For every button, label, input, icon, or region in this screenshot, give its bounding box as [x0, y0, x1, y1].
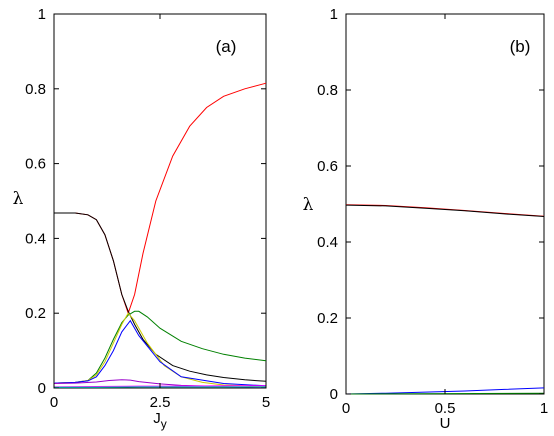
series-line-1: [345, 204, 545, 217]
x-tick-label: 2.5: [150, 394, 171, 411]
y-axis-label: λ: [303, 195, 314, 215]
plot-area-frame: [345, 13, 545, 395]
y-tick-label: 0.2: [25, 305, 46, 322]
x-axis-label-main: J: [153, 410, 161, 427]
series-line-2: [53, 310, 267, 384]
x-tick-label: 0: [342, 400, 350, 417]
x-axis-label-subscript: y: [161, 417, 167, 431]
y-tick-label: 0.6: [25, 156, 46, 173]
x-tick-label: 0: [50, 394, 58, 411]
panel-a: 0 0.2 0.4 0.6 0.8 1 0 2.5 5 (a) λ Jy: [13, 6, 271, 431]
panel-label: (b): [510, 37, 531, 56]
series-line-1: [54, 212, 267, 382]
y-tick-label: 0: [330, 386, 338, 403]
x-tick-label: 0.5: [435, 400, 456, 417]
y-tick-label: 1: [38, 6, 46, 23]
x-axis-label: U: [440, 415, 451, 432]
panel-label: (a): [216, 37, 237, 56]
plot-area-frame: [53, 13, 267, 389]
x-axis-label: Jy: [153, 410, 167, 431]
panel-b: 0 0.2 0.4 0.6 0.8 1 0 0.5 1 (b) λ U: [303, 6, 549, 432]
series-layer: [53, 82, 267, 388]
y-tick-label: 0.8: [317, 82, 338, 99]
y-tick-label: 1: [330, 6, 338, 23]
ticks-layer: 0 0.2 0.4 0.6 0.8 1 0 2.5 5: [25, 6, 270, 411]
y-tick-label: 0.4: [25, 230, 46, 247]
y-axis-label: λ: [13, 189, 24, 209]
y-tick-label: 0.8: [25, 81, 46, 98]
y-tick-label: 0: [38, 380, 46, 397]
y-tick-label: 0.4: [317, 234, 338, 251]
series-line-3: [53, 312, 267, 387]
y-tick-label: 0.6: [317, 158, 338, 175]
x-tick-label: 5: [262, 394, 270, 411]
y-tick-label: 0.2: [317, 310, 338, 327]
x-tick-label: 1: [540, 400, 548, 417]
series-line-4: [53, 319, 267, 387]
ticks-layer: 0 0.2 0.4 0.6 0.8 1 0 0.5 1: [317, 6, 548, 417]
